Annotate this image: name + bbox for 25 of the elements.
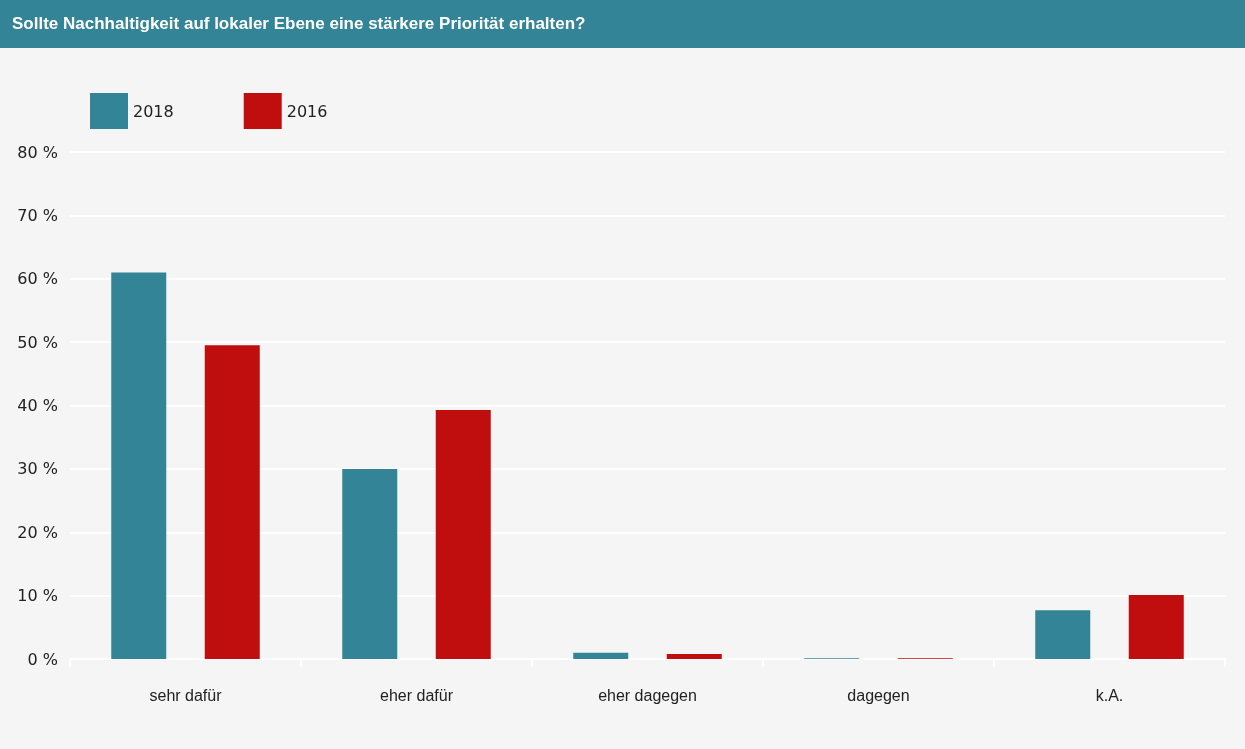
legend-label: 2018	[133, 101, 174, 121]
y-tick-label: 40 %	[17, 396, 58, 415]
chart-title: Sollte Nachhaltigkeit auf lokaler Ebene eine stärkere Priorität erhalten?	[0, 0, 1245, 48]
bar	[666, 653, 722, 659]
y-tick-label: 60 %	[17, 269, 58, 289]
bar	[1128, 594, 1184, 659]
bar	[435, 409, 491, 659]
bar	[204, 345, 260, 659]
bar	[111, 272, 167, 659]
x-tick-label: k.A.	[1095, 686, 1124, 704]
y-tick-label: 0 %	[27, 649, 58, 669]
x-tick-label: eher dagegen	[598, 686, 697, 704]
x-tick-label: sehr dafür	[149, 686, 223, 704]
legend-label: 2016	[286, 101, 328, 121]
bar	[573, 652, 629, 659]
y-tick-label: 70 %	[17, 205, 58, 225]
bar	[1035, 610, 1091, 659]
y-tick-label: 80 %	[17, 142, 58, 162]
x-tick-label: eher dafür	[380, 686, 454, 704]
y-tick-label: 10 %	[17, 586, 58, 606]
y-tick-label: 50 %	[17, 332, 58, 352]
x-tick-label: dagegen	[847, 686, 910, 704]
y-tick-label: 20 %	[17, 522, 58, 542]
y-tick-label: 30 %	[17, 459, 58, 479]
bar	[342, 468, 398, 659]
